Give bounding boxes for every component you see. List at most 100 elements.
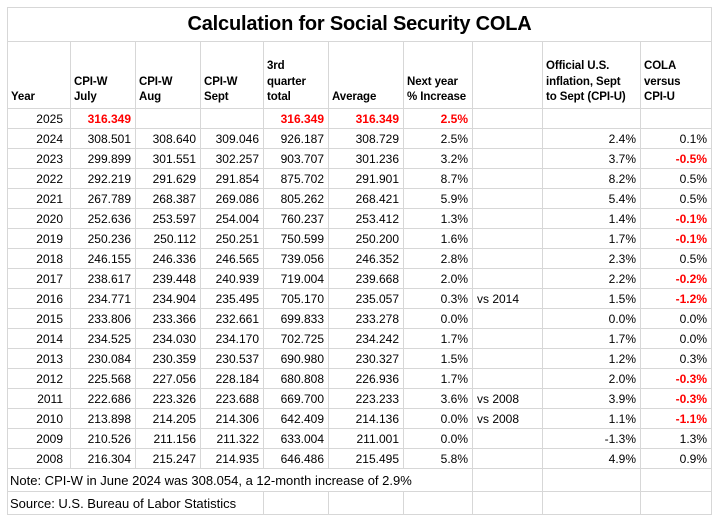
table-row: 2018 246.155 246.336 246.565 739.056 246.352 2… (7, 248, 712, 269)
cell-cpiu-inflation (542, 108, 641, 129)
cell-comparison-note (472, 188, 543, 209)
table-row: 2015 233.806 233.366 232.661 699.833 233.278 0… (7, 308, 712, 329)
cell-cpiu-inflation: -1.3% (542, 428, 641, 449)
cell-comparison-note (472, 348, 543, 369)
empty-cell (640, 468, 712, 492)
cell-q3-total: 805.262 (263, 188, 329, 209)
cell-year: 2014 (7, 328, 71, 349)
spreadsheet: Calculation for Social Security COLA Yea… (7, 7, 712, 515)
cell-cpiu-inflation: 1.7% (542, 228, 641, 249)
table-row: 2016 234.771 234.904 235.495 705.170 235.057 0… (7, 288, 712, 309)
cell-cpiw-aug: 291.629 (135, 168, 201, 189)
cell-cola-vs-cpiu: -0.1% (640, 208, 712, 229)
cell-next-year-increase: 8.7% (403, 168, 473, 189)
cell-q3-total: 646.486 (263, 448, 329, 469)
cell-cpiu-inflation: 1.2% (542, 348, 641, 369)
cell-cpiw-july: 225.568 (70, 368, 136, 389)
cell-comparison-note (472, 228, 543, 249)
cell-cola-vs-cpiu: -1.2% (640, 288, 712, 309)
cell-next-year-increase: 1.7% (403, 368, 473, 389)
cell-year: 2025 (7, 108, 71, 129)
cell-cpiu-inflation: 1.4% (542, 208, 641, 229)
cell-comparison-note (472, 268, 543, 289)
cell-q3-total: 699.833 (263, 308, 329, 329)
cell-next-year-increase: 2.0% (403, 268, 473, 289)
cell-q3-total: 719.004 (263, 268, 329, 289)
empty-cell (328, 491, 404, 515)
cell-cpiu-inflation: 1.5% (542, 288, 641, 309)
cell-q3-total: 739.056 (263, 248, 329, 269)
cell-comparison-note (472, 448, 543, 469)
header-cpiw-aug: CPI-W Aug (135, 41, 201, 109)
cell-average: 239.668 (328, 268, 404, 289)
cell-average: 250.200 (328, 228, 404, 249)
cell-average: 235.057 (328, 288, 404, 309)
table-row: 2022 292.219 291.629 291.854 875.702 291.901 8… (7, 168, 712, 189)
cell-average: 291.901 (328, 168, 404, 189)
cell-cola-vs-cpiu: 0.5% (640, 168, 712, 189)
cell-cpiw-sept: 291.854 (200, 168, 264, 189)
cell-average: 301.236 (328, 148, 404, 169)
cell-q3-total: 642.409 (263, 408, 329, 429)
header-year: Year (7, 41, 71, 109)
cell-cpiw-aug: 246.336 (135, 248, 201, 269)
cell-cpiw-aug: 227.056 (135, 368, 201, 389)
cell-cpiw-aug: 234.904 (135, 288, 201, 309)
table-row: 2025 316.349 316.349 316.349 2.5% (7, 108, 712, 129)
cell-cpiu-inflation: 1.1% (542, 408, 641, 429)
cell-cpiw-sept: 309.046 (200, 128, 264, 149)
cell-cpiw-aug: 301.551 (135, 148, 201, 169)
cell-cpiw-sept: 254.004 (200, 208, 264, 229)
cell-q3-total: 702.725 (263, 328, 329, 349)
cell-year: 2019 (7, 228, 71, 249)
cell-comparison-note (472, 128, 543, 149)
cell-year: 2022 (7, 168, 71, 189)
cell-q3-total: 316.349 (263, 108, 329, 129)
header-average: Average (328, 41, 404, 109)
cell-year: 2010 (7, 408, 71, 429)
cell-cpiw-july: 250.236 (70, 228, 136, 249)
cell-average: 316.349 (328, 108, 404, 129)
cell-cpiw-sept: 211.322 (200, 428, 264, 449)
cell-next-year-increase: 0.0% (403, 428, 473, 449)
cell-q3-total: 633.004 (263, 428, 329, 449)
table-title: Calculation for Social Security COLA (7, 7, 712, 42)
empty-cell (542, 468, 641, 492)
cell-cola-vs-cpiu: 0.5% (640, 248, 712, 269)
cell-cpiw-sept: 246.565 (200, 248, 264, 269)
cell-cpiw-sept: 232.661 (200, 308, 264, 329)
cell-year: 2011 (7, 388, 71, 409)
cell-cpiu-inflation: 2.4% (542, 128, 641, 149)
table-row: 2009 210.526 211.156 211.322 633.004 211.001 0… (7, 428, 712, 449)
cell-comparison-note (472, 328, 543, 349)
cell-cpiw-sept: 223.688 (200, 388, 264, 409)
cell-year: 2023 (7, 148, 71, 169)
cell-cpiu-inflation: 1.7% (542, 328, 641, 349)
cell-cpiw-sept: 250.251 (200, 228, 264, 249)
cell-cola-vs-cpiu: -0.5% (640, 148, 712, 169)
cell-cpiw-july: 230.084 (70, 348, 136, 369)
cell-year: 2015 (7, 308, 71, 329)
cell-cpiw-sept: 214.306 (200, 408, 264, 429)
source-row: Source: U.S. Bureau of Labor Statistics (7, 491, 712, 515)
cell-cpiw-july: 238.617 (70, 268, 136, 289)
cell-cola-vs-cpiu: -0.3% (640, 388, 712, 409)
table-row: 2024 308.501 308.640 309.046 926.187 308.729 2… (7, 128, 712, 149)
cell-cpiw-july: 213.898 (70, 408, 136, 429)
cell-next-year-increase: 1.7% (403, 328, 473, 349)
cell-q3-total: 750.599 (263, 228, 329, 249)
header-comparison-note (472, 41, 543, 109)
cell-comparison-note (472, 208, 543, 229)
cell-average: 214.136 (328, 408, 404, 429)
cell-cpiw-sept: 234.170 (200, 328, 264, 349)
cell-cpiu-inflation: 4.9% (542, 448, 641, 469)
cell-cpiw-aug: 239.448 (135, 268, 201, 289)
header-cpiw-sept: CPI-W Sept (200, 41, 264, 109)
empty-cell (263, 491, 329, 515)
cell-next-year-increase: 2.5% (403, 108, 473, 129)
cell-cpiu-inflation: 3.9% (542, 388, 641, 409)
cell-cpiw-aug: 233.366 (135, 308, 201, 329)
cell-q3-total: 926.187 (263, 128, 329, 149)
table-row: 2020 252.636 253.597 254.004 760.237 253.412 1… (7, 208, 712, 229)
cell-cola-vs-cpiu: 0.9% (640, 448, 712, 469)
